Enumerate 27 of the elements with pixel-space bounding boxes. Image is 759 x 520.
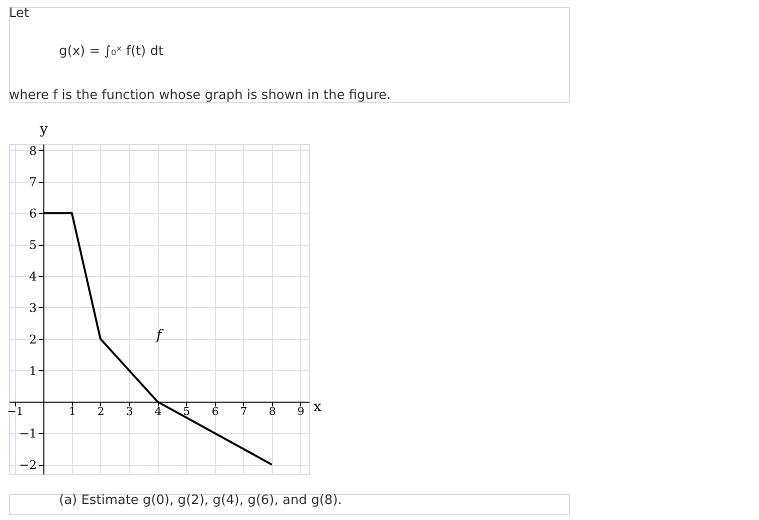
x-axis-title: x bbox=[314, 399, 322, 416]
x-tick-label: 1 bbox=[68, 405, 76, 418]
x-tick-label: 5 bbox=[183, 405, 190, 418]
x-tick-label: 8 bbox=[268, 405, 276, 418]
y-tick-label: −1 bbox=[19, 426, 37, 441]
x-tick-label: −1 bbox=[7, 405, 24, 418]
y-tick-label: 5 bbox=[29, 238, 37, 252]
text: where f is the function whose graph is shown in the figure. bbox=[9, 88, 391, 103]
x-tick-label: 3 bbox=[126, 405, 133, 418]
x-tick-label: 6 bbox=[212, 405, 219, 418]
annotation: f bbox=[155, 327, 164, 344]
y-tick-label: 2 bbox=[29, 332, 37, 346]
y-axis-title: y bbox=[38, 122, 48, 138]
y-tick-label: −2 bbox=[19, 458, 37, 472]
text: Let bbox=[9, 6, 30, 21]
y-tick-label: 1 bbox=[29, 364, 37, 378]
y-tick-label: 7 bbox=[29, 175, 37, 190]
y-tick-label: 6 bbox=[29, 206, 37, 221]
y-tick-label: 8 bbox=[29, 144, 37, 158]
y-tick-label: 3 bbox=[29, 300, 37, 315]
x-tick-label: 7 bbox=[240, 405, 248, 418]
y-tick-label: 4 bbox=[29, 270, 38, 284]
text: (a) Estimate g(0), g(2), g(4), g(6), and g(8). bbox=[59, 493, 342, 508]
x-tick-label: 4 bbox=[154, 405, 162, 418]
x-tick-label: 2 bbox=[97, 405, 104, 418]
text: g(x) = ∫₀ˣ f(t) dt bbox=[59, 44, 164, 59]
x-tick-label: 9 bbox=[297, 405, 304, 418]
